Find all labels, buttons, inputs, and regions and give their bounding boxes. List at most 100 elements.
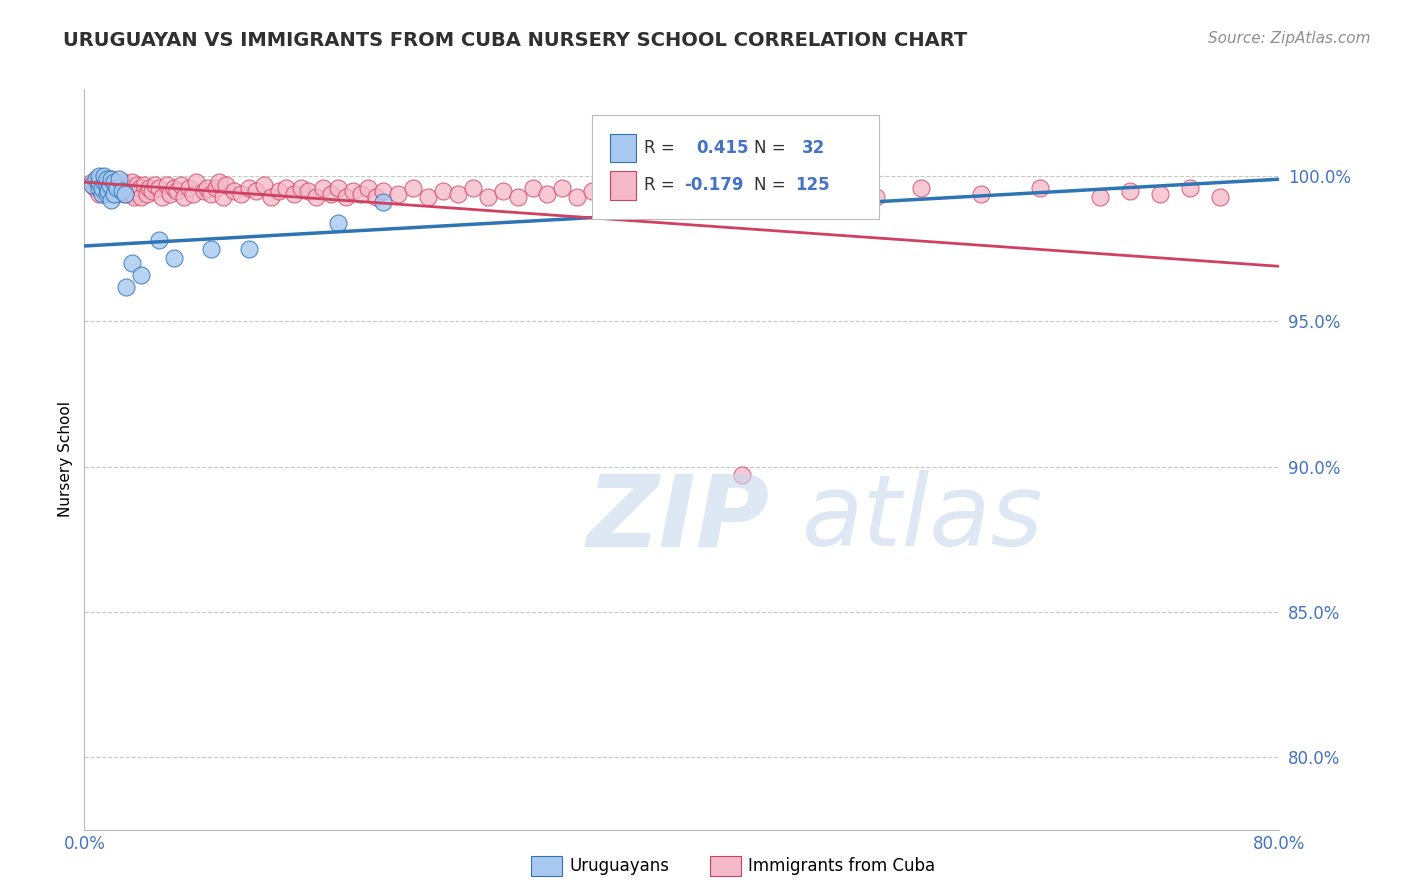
Point — [432, 184, 454, 198]
Point — [121, 256, 143, 270]
Text: Immigrants from Cuba: Immigrants from Cuba — [748, 857, 935, 875]
Point — [253, 178, 276, 192]
Point — [86, 172, 108, 186]
Point — [910, 181, 932, 195]
Point — [129, 268, 152, 282]
Point — [100, 172, 122, 186]
Point — [328, 216, 350, 230]
Point — [581, 184, 603, 198]
Text: 0.415: 0.415 — [696, 139, 749, 157]
Point — [274, 181, 297, 195]
Point — [114, 186, 136, 201]
Text: -0.179: -0.179 — [685, 177, 744, 194]
Point — [93, 186, 115, 201]
Point — [342, 184, 364, 198]
Point — [125, 178, 148, 192]
Point — [93, 175, 115, 189]
Point — [96, 172, 118, 186]
Point — [328, 181, 350, 195]
Point — [970, 186, 993, 201]
Point — [128, 181, 150, 195]
Point — [87, 178, 110, 192]
Point — [387, 186, 409, 201]
Text: N =: N = — [754, 139, 790, 157]
Text: 125: 125 — [796, 177, 830, 194]
Point — [1178, 181, 1201, 195]
Point — [319, 186, 342, 201]
Point — [312, 181, 335, 195]
Point — [350, 186, 373, 201]
Point — [536, 186, 558, 201]
Point — [238, 181, 260, 195]
Point — [105, 181, 128, 195]
Text: URUGUAYAN VS IMMIGRANTS FROM CUBA NURSERY SCHOOL CORRELATION CHART: URUGUAYAN VS IMMIGRANTS FROM CUBA NURSER… — [63, 31, 967, 50]
Point — [200, 186, 222, 201]
Text: N =: N = — [754, 177, 790, 194]
Point — [775, 186, 797, 201]
Point — [231, 186, 253, 201]
Point — [83, 181, 105, 195]
Point — [91, 186, 114, 201]
Point — [96, 181, 118, 195]
Point — [461, 181, 484, 195]
Point — [596, 186, 619, 201]
Text: Source: ZipAtlas.com: Source: ZipAtlas.com — [1208, 31, 1371, 46]
Text: Uruguayans: Uruguayans — [569, 857, 669, 875]
Point — [97, 184, 120, 198]
Point — [163, 181, 186, 195]
Point — [373, 195, 395, 210]
Point — [120, 186, 142, 201]
Point — [205, 181, 228, 195]
Point — [141, 184, 163, 198]
Point — [159, 186, 181, 201]
Point — [114, 186, 136, 201]
Point — [89, 172, 111, 186]
Point — [150, 189, 173, 203]
Point — [208, 175, 231, 189]
Text: 32: 32 — [801, 139, 825, 157]
Point — [97, 184, 120, 198]
Point — [122, 189, 145, 203]
Point — [118, 184, 141, 198]
Point — [163, 251, 186, 265]
Point — [90, 175, 112, 189]
Point — [212, 189, 235, 203]
Point — [100, 193, 122, 207]
Point — [686, 181, 709, 195]
Point — [290, 181, 312, 195]
Point — [138, 181, 160, 195]
Point — [200, 242, 222, 256]
Point — [86, 175, 108, 189]
Point — [89, 175, 111, 189]
Point — [335, 189, 357, 203]
Point — [364, 189, 387, 203]
Point — [567, 189, 589, 203]
Y-axis label: Nursery School: Nursery School — [58, 401, 73, 517]
Point — [93, 169, 115, 184]
Point — [143, 178, 166, 192]
Point — [96, 172, 118, 186]
Point — [195, 181, 218, 195]
Point — [89, 169, 111, 184]
Point — [94, 178, 117, 192]
Point — [100, 172, 122, 186]
Point — [492, 184, 515, 198]
Point — [260, 189, 283, 203]
Point — [89, 186, 111, 201]
Point — [183, 186, 205, 201]
Point — [98, 178, 121, 192]
Point — [238, 242, 260, 256]
FancyBboxPatch shape — [592, 115, 879, 219]
Point — [245, 184, 267, 198]
Point — [1029, 181, 1052, 195]
Point — [177, 181, 200, 195]
Point — [731, 468, 754, 483]
Point — [820, 184, 842, 198]
Point — [103, 175, 125, 189]
Point — [91, 181, 114, 195]
Point — [1090, 189, 1112, 203]
Point — [186, 175, 208, 189]
Point — [107, 178, 129, 192]
Point — [89, 181, 111, 195]
Point — [551, 181, 574, 195]
